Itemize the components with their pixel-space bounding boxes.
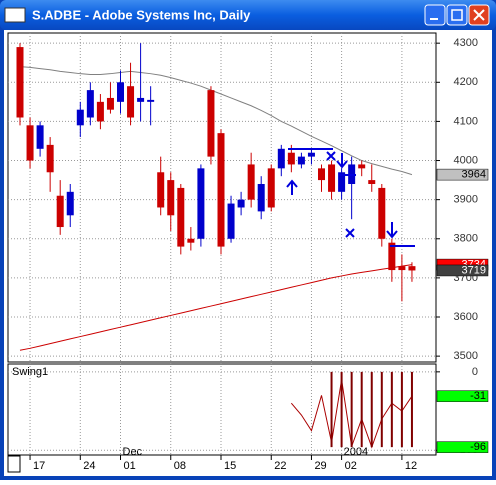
x-mark <box>345 228 355 238</box>
window-title: S.ADBE - Adobe Systems Inc, Daily <box>32 7 251 22</box>
last-value-box <box>436 441 489 453</box>
maximize-icon <box>451 9 463 21</box>
candle-body <box>297 156 305 165</box>
candle-body <box>96 101 104 122</box>
candle-body <box>177 187 185 247</box>
candle-body <box>207 90 215 157</box>
y-tick-label: 4200 <box>454 76 478 88</box>
candle-body <box>398 266 406 271</box>
title-bar <box>0 0 496 30</box>
y-tick-label: 0 <box>472 366 478 378</box>
candle-body <box>318 168 325 181</box>
x-tick-label: 08 <box>174 460 186 472</box>
candle-body <box>307 152 315 157</box>
y-tick-label: 3800 <box>454 233 478 245</box>
x-tick-label: 17 <box>33 460 45 472</box>
last-value-label: -96 <box>470 441 486 453</box>
candle-body <box>358 164 366 169</box>
x-tick-label: 15 <box>224 460 236 472</box>
app-icon <box>4 7 26 23</box>
candle-body <box>127 86 135 118</box>
indicator-panel <box>7 363 437 456</box>
candle-body <box>137 97 145 102</box>
candle-body <box>187 238 195 243</box>
candle-body <box>157 172 165 208</box>
candle-body <box>46 144 54 173</box>
down-arrow <box>386 222 398 239</box>
period-label: 2004 <box>344 446 368 458</box>
candle-body <box>167 180 175 216</box>
candle-body <box>117 82 124 102</box>
x-tick-label: 01 <box>124 460 136 472</box>
x-tick-label: 02 <box>345 460 357 472</box>
candle-body <box>247 164 255 200</box>
candle-body <box>76 109 84 126</box>
last-value-box <box>436 390 489 402</box>
candle-body <box>86 90 94 118</box>
candle-body <box>197 168 205 239</box>
candle-body <box>66 191 74 216</box>
up-arrow <box>286 179 298 195</box>
annotations <box>286 148 415 247</box>
y-tick-label: 4000 <box>454 154 478 166</box>
candle-body <box>368 180 376 185</box>
candle-body <box>267 168 275 208</box>
candle-body <box>388 242 396 271</box>
last-value-label: -31 <box>470 390 486 402</box>
y-tick-label: 3900 <box>454 194 478 206</box>
candle-body <box>277 148 285 169</box>
y-tick-label: 4300 <box>454 37 478 49</box>
candle-body <box>328 164 336 192</box>
last-value-label: 3719 <box>462 264 486 276</box>
x-tick-label: 24 <box>83 460 95 472</box>
candle-body <box>237 199 245 208</box>
minimize-button[interactable] <box>424 4 446 26</box>
candle-body <box>56 195 64 228</box>
scroll-box[interactable] <box>7 455 21 473</box>
y-tick-label: 3500 <box>454 350 478 362</box>
candle-body <box>36 125 44 149</box>
candle-body <box>257 184 265 212</box>
candle-body <box>106 97 114 110</box>
last-value-box <box>436 264 489 277</box>
line-series <box>19 66 413 176</box>
candle-body <box>16 47 24 118</box>
candle-body <box>217 133 225 247</box>
candle-body <box>287 152 295 165</box>
candle-body <box>227 203 235 239</box>
last-value-box <box>436 168 489 181</box>
x-tick-label: 29 <box>314 460 326 472</box>
close-icon <box>473 9 485 21</box>
period-label: Dec <box>123 446 143 458</box>
y-tick-label: 4100 <box>454 115 478 127</box>
indicator-title: Swing1 <box>12 366 48 378</box>
x-tick-label: 12 <box>405 460 417 472</box>
candle-body <box>147 99 155 102</box>
down-arrow <box>336 153 348 169</box>
line-series <box>19 264 413 351</box>
candle-body <box>338 172 346 192</box>
candle-body <box>26 125 34 161</box>
candle-body <box>378 187 386 239</box>
x-tick-label: 22 <box>274 460 286 472</box>
last-value-label: 3964 <box>462 169 486 181</box>
maximize-button[interactable] <box>446 4 468 26</box>
x-mark <box>326 151 336 161</box>
candle-body <box>408 266 416 271</box>
y-tick-label: 3600 <box>454 311 478 323</box>
